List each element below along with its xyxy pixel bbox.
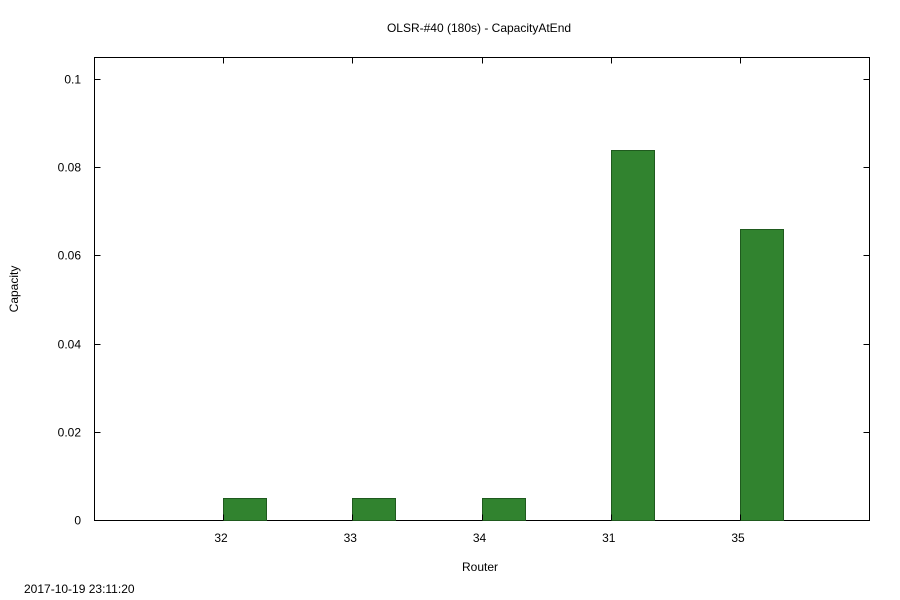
x-tick-label: 34 [473,531,487,545]
chart-title: OLSR-#40 (180s) - CapacityAtEnd [387,21,571,35]
x-tick-label: 33 [344,531,358,545]
bar [352,498,396,521]
x-tick-label: 32 [214,531,228,545]
x-tick-label: 31 [602,531,616,545]
y-tick-label: 0 [74,514,81,528]
y-axis: 0 0.02 0.04 0.06 0.08 0.1 [58,73,870,528]
y-tick-label: 0.1 [64,73,81,87]
bar [740,229,784,521]
bars-layer [223,150,784,521]
bar [223,498,267,521]
x-axis-label: Router [462,560,498,574]
y-tick-label: 0.02 [58,426,82,440]
bar [482,498,526,521]
y-tick-label: 0.06 [58,249,82,263]
y-tick-label: 0.04 [58,338,82,352]
bar [611,150,655,521]
y-axis-label: Capacity [7,266,21,313]
y-tick-label: 0.08 [58,161,82,175]
timestamp: 2017-10-19 23:11:20 [24,582,135,596]
x-tick-label: 35 [731,531,745,545]
x-axis: 32 33 34 31 35 [214,57,745,545]
